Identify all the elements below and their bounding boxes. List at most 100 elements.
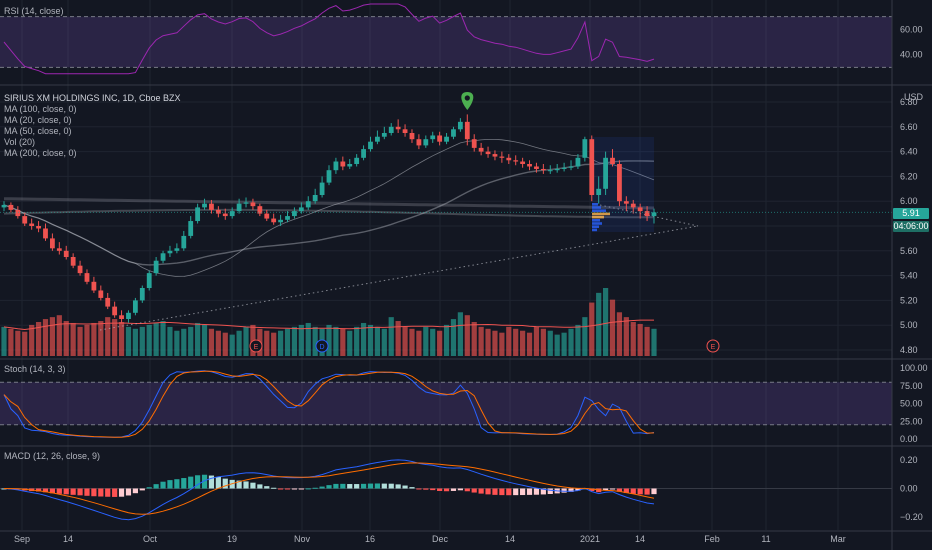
volume-profile-bar [592, 222, 602, 225]
candle-body [451, 129, 456, 137]
candle-body [292, 211, 297, 217]
volume-bar [347, 330, 353, 356]
countdown-badge: 04:06:00 [893, 221, 929, 232]
macd-hist-bar [77, 488, 83, 496]
candle-body [485, 151, 491, 155]
indicator-ma-200[interactable]: MA (200, close, 0) [4, 148, 77, 158]
volume-bar [423, 326, 429, 356]
macd-line [3, 459, 655, 521]
volume-bar [229, 334, 235, 356]
event-marker-circle [706, 339, 720, 353]
candle-body [236, 203, 242, 212]
volume-bar [291, 326, 298, 356]
candle-body [520, 161, 526, 164]
macd-signal-line [3, 462, 655, 515]
indicator-ma-50[interactable]: MA (50, close, 0) [4, 126, 72, 136]
volume-bar [485, 328, 491, 356]
candle-body [388, 126, 394, 133]
volume-ma-line [3, 319, 654, 331]
event-marker-label: D [319, 344, 324, 351]
macd-hist-bar [443, 488, 450, 492]
stoch-legend[interactable]: Stoch (14, 3, 3) [4, 364, 66, 375]
indicator-vol[interactable]: Vol (20) [4, 137, 36, 147]
candle-body [285, 216, 290, 220]
main-legend[interactable]: SIRIUS XM HOLDINGS INC, 1D, Cboe BZX MA … [4, 93, 181, 159]
candle-body [229, 211, 235, 217]
macd-hist-bar [575, 488, 581, 491]
volume-bar [450, 319, 457, 356]
volume-bar [568, 328, 574, 356]
macd-hist-bar [312, 487, 318, 489]
volume-bar [492, 330, 498, 356]
candle-body [457, 121, 463, 130]
volume-bar [188, 326, 194, 356]
rsi-tick-label: 60.00 [900, 24, 923, 34]
candle-body [264, 213, 270, 219]
rsi-legend[interactable]: RSI (14, close) [4, 6, 64, 17]
volume-bar [381, 328, 387, 356]
volume-profile-bar [592, 203, 598, 206]
candle-body [209, 203, 214, 210]
volume-bar [271, 332, 277, 356]
volume-bar [360, 322, 367, 356]
candle-body [402, 129, 408, 133]
candle-body [105, 297, 111, 307]
indicator-ma-100[interactable]: MA (100, close, 0) [4, 104, 77, 114]
macd-hist-bar [609, 488, 616, 490]
volume-bar [222, 332, 228, 356]
event-marker-dividend[interactable]: D [315, 339, 329, 353]
macd-hist-bar [492, 488, 498, 495]
stoch-tick-label: 25.00 [900, 416, 923, 426]
macd-hist-bar [450, 488, 457, 491]
time-axis-label: Feb [704, 534, 720, 544]
candle-body [167, 250, 173, 254]
candle-body [506, 157, 512, 161]
volume-bar [367, 324, 374, 356]
volume-bar [29, 324, 35, 356]
price-tick-label: 5.60 [900, 246, 918, 256]
volume-bar [457, 312, 463, 356]
time-axis-label: Oct [143, 534, 158, 544]
candle-body [333, 161, 339, 171]
event-marker-earnings[interactable]: E [249, 339, 263, 353]
volume-bar [98, 321, 104, 356]
volume-bar [195, 322, 201, 356]
volume-bar [575, 324, 581, 356]
candle-body [368, 141, 373, 150]
indicator-ma-20[interactable]: MA (20, close, 0) [4, 115, 72, 125]
macd-hist-bar [340, 483, 346, 489]
volume-profile-box[interactable] [592, 137, 654, 232]
macd-hist-bar [70, 488, 76, 495]
macd-hist-bar [526, 488, 533, 495]
macd-hist-bar [298, 488, 304, 490]
event-marker-earnings-upcoming[interactable]: E [706, 339, 720, 353]
macd-hist-bar [91, 488, 97, 497]
stoch-label: Stoch (14, 3, 3) [4, 364, 66, 374]
time-axis-label: 14 [505, 534, 515, 544]
volume-bar [513, 328, 519, 356]
volume-bar [540, 328, 546, 356]
macd-hist-bar [208, 475, 215, 489]
rsi-band [0, 16, 892, 68]
macd-hist-bar [602, 488, 609, 491]
volume-profile-bar [592, 219, 600, 222]
price-tick-label: 6.80 [900, 97, 918, 107]
volume-bar [298, 324, 304, 356]
macd-hist-bar [623, 488, 629, 494]
volume-bar [471, 322, 477, 356]
candle-body [361, 149, 366, 158]
candle-body [181, 235, 187, 249]
candle-body [312, 195, 318, 202]
macd-hist-bar [630, 488, 636, 494]
macd-label: MACD (12, 26, close, 9) [4, 451, 101, 461]
location-pin-icon[interactable] [461, 92, 474, 110]
macd-hist-bar [423, 488, 429, 490]
volume-bar [201, 324, 208, 356]
volume-bar [464, 315, 470, 356]
price-tick-label: 4.80 [900, 345, 918, 355]
macd-legend[interactable]: MACD (12, 26, close, 9) [4, 451, 100, 462]
candle-body [77, 265, 83, 274]
macd-hist-bar [354, 484, 360, 489]
